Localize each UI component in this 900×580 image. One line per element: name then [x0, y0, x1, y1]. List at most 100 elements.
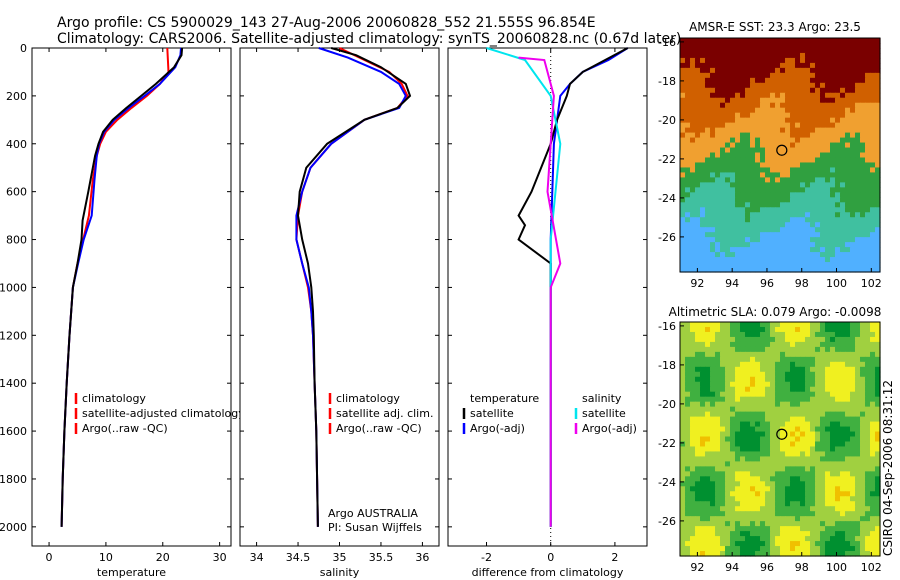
map-cell — [780, 346, 786, 353]
map-cell — [760, 247, 766, 253]
map-cell — [745, 42, 751, 49]
map-cell — [780, 356, 786, 363]
map-cell — [845, 247, 851, 253]
map-cell — [870, 436, 876, 443]
map-cell — [765, 481, 771, 487]
map-cell — [790, 526, 796, 532]
map-cell — [830, 152, 836, 159]
map-cell — [845, 356, 851, 363]
map-cell — [750, 511, 756, 517]
map-cell — [840, 361, 846, 368]
map-cell — [820, 252, 826, 258]
map-cell — [710, 546, 716, 552]
map-cell — [760, 202, 766, 208]
map-cell — [705, 237, 711, 243]
map-cell — [715, 157, 721, 164]
y-tick-label: 1400 — [0, 377, 27, 390]
map-cell — [825, 506, 831, 512]
map-cell — [720, 62, 726, 69]
map-cell — [795, 137, 801, 144]
map-cell — [725, 471, 731, 477]
map-cell — [800, 197, 806, 203]
map-cell — [785, 82, 791, 89]
map-cell — [820, 147, 826, 154]
map-cell — [710, 107, 716, 114]
map-cell — [745, 142, 751, 149]
map-cell — [860, 516, 866, 522]
map-cell — [745, 152, 751, 159]
map-cell — [750, 406, 756, 413]
map-cell — [685, 401, 691, 408]
map-cell — [860, 232, 866, 238]
map-cell — [685, 262, 691, 268]
map-cell — [700, 67, 706, 74]
map-cell — [850, 147, 856, 154]
map-cell — [875, 137, 881, 144]
map-cell — [760, 192, 766, 198]
map-cell — [830, 361, 836, 368]
map-cell — [875, 232, 881, 238]
map-cell — [730, 426, 736, 433]
map-cell — [805, 416, 811, 423]
map-cell — [810, 142, 816, 149]
map-cell — [835, 62, 841, 69]
map-cell — [760, 42, 766, 49]
map-cell — [835, 227, 841, 233]
map-cell — [800, 142, 806, 149]
map-cell — [720, 361, 726, 368]
map-cell — [690, 177, 696, 183]
map-cell — [730, 456, 736, 463]
map-cell — [775, 202, 781, 208]
map-cell — [875, 356, 881, 363]
map-cell — [825, 466, 831, 472]
map-cell — [860, 38, 866, 44]
map-cell — [800, 331, 806, 338]
map-cell — [755, 182, 761, 188]
map-cell — [825, 112, 831, 119]
map-cell — [805, 401, 811, 408]
map-cell — [865, 142, 871, 149]
map-cell — [805, 341, 811, 348]
map-cell — [830, 431, 836, 438]
map-cell — [770, 456, 776, 463]
map-cell — [780, 127, 786, 134]
map-cell — [790, 396, 796, 403]
map-cell — [825, 481, 831, 487]
map-cell — [840, 172, 846, 179]
map-cell — [850, 491, 856, 497]
map-cell — [835, 421, 841, 428]
map-cell — [690, 461, 696, 467]
map-cell — [700, 172, 706, 179]
map-cell — [790, 132, 796, 139]
map-cell — [875, 481, 881, 487]
map-cell — [755, 531, 761, 537]
map-cell — [755, 267, 761, 273]
map-cell — [690, 436, 696, 443]
map-cell — [845, 212, 851, 218]
map-cell — [685, 326, 691, 333]
map-cell — [705, 516, 711, 522]
map-cell — [730, 47, 736, 54]
map-cell — [700, 72, 706, 79]
map-cell — [855, 92, 861, 99]
map-cell — [875, 92, 881, 99]
map-cell — [875, 38, 881, 44]
map-cell — [790, 57, 796, 64]
map-cell — [740, 346, 746, 353]
map-cell — [685, 102, 691, 109]
map-cell — [830, 62, 836, 69]
map-cell — [775, 421, 781, 428]
map-cell — [800, 456, 806, 463]
map-cell — [830, 506, 836, 512]
map-cell — [750, 466, 756, 472]
map-cell — [860, 351, 866, 358]
map-cell — [765, 451, 771, 458]
map-cell — [715, 177, 721, 183]
map-cell — [790, 406, 796, 413]
map-cell — [725, 531, 731, 537]
map-cell — [790, 172, 796, 179]
map-cell — [725, 346, 731, 353]
map-cell — [720, 346, 726, 353]
map-cell — [700, 446, 706, 453]
map-cell — [720, 381, 726, 388]
